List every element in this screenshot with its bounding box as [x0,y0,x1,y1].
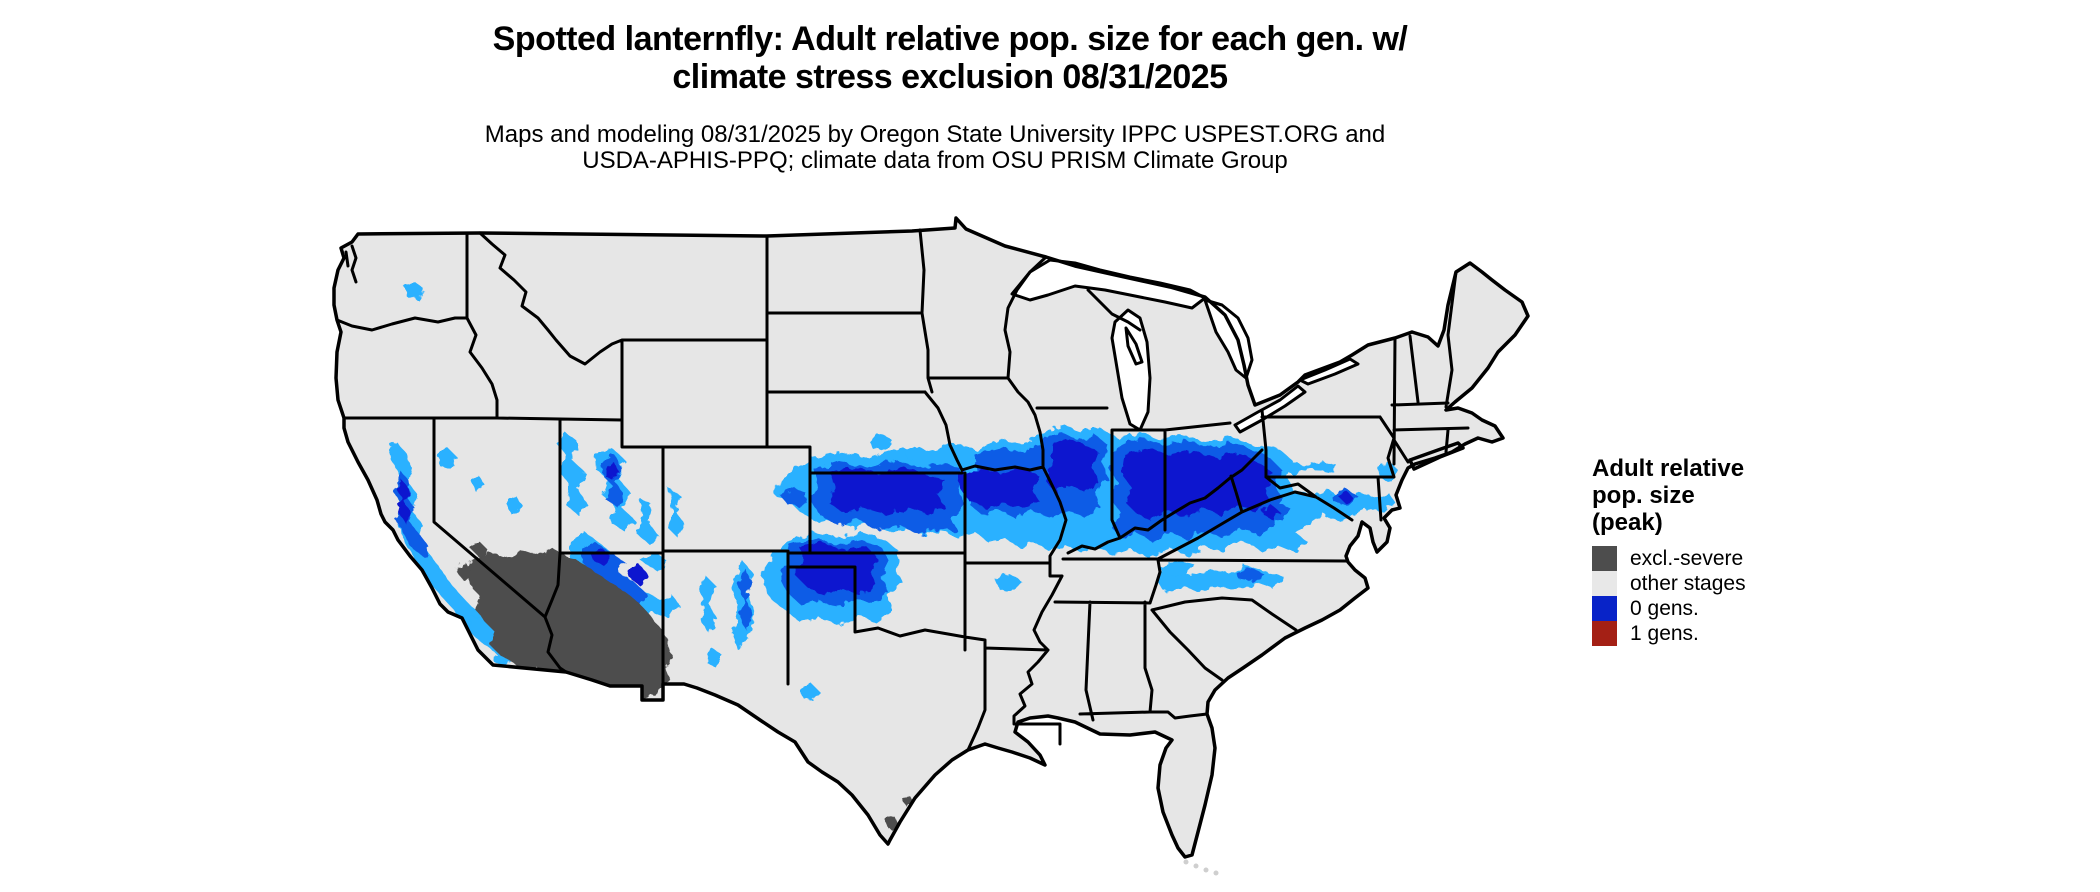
legend-row-0-gens: 0 gens. [1592,596,1792,621]
green-bay [1124,326,1144,366]
zero-gens-label: 0 gens. [1630,596,1699,620]
state-borders [335,228,1470,752]
figure-title-line2: climate stress exclusion 08/31/2025 [672,58,1228,96]
excl-severe-label: excl.-severe [1630,546,1744,570]
legend-row-other-stages: other stages [1592,571,1792,596]
other-stages-swatch [1592,571,1617,596]
figure-subtitle: Maps and modeling 08/31/2025 by Oregon S… [385,122,1485,174]
figure-title-line1: Spotted lanternfly: Adult relative pop. … [492,20,1408,58]
lake-michigan [1110,308,1152,432]
florida-keys [1183,859,1219,876]
legend-title: Adult relative pop. size (peak) [1592,455,1792,536]
exclusion-severe-overlay [455,542,912,830]
legend-title-line1: Adult relative [1592,455,1745,482]
great-lakes [1010,258,1360,434]
one-gens-swatch [1592,621,1617,646]
legend-items: excl.-severe other stages 0 gens. 1 gens… [1592,546,1792,646]
lake-ontario [1298,357,1360,386]
us-landmass [334,218,1528,857]
lake-huron [1203,298,1254,380]
legend-title-line3: (peak) [1592,509,1663,536]
figure-title: Spotted lanternfly: Adult relative pop. … [400,20,1500,96]
excl-severe-swatch [1592,546,1617,571]
figure-subtitle-line2: USDA-APHIS-PPQ; climate data from OSU PR… [582,147,1288,174]
zero-gens-swatch [1592,596,1617,621]
zero-gens-overlay-dark [396,438,1354,596]
legend-row-excl-severe: excl.-severe [1592,546,1792,571]
lake-erie [1233,384,1307,434]
other-stages-label: other stages [1630,571,1746,595]
legend-title-line2: pop. size [1592,482,1695,509]
legend-row-1-gens: 1 gens. [1592,621,1792,646]
legend: Adult relative pop. size (peak) excl.-se… [1592,455,1792,646]
one-gens-label: 1 gens. [1630,621,1699,645]
figure-subtitle-line1: Maps and modeling 08/31/2025 by Oregon S… [484,121,1386,148]
long-island [1408,441,1465,471]
